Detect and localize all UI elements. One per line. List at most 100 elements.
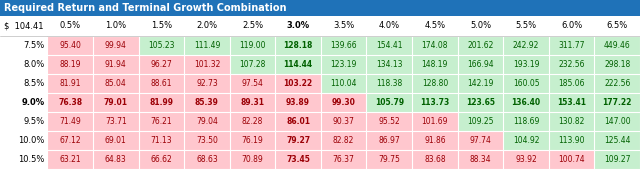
- Bar: [275, 36, 321, 55]
- Bar: [230, 93, 275, 112]
- Text: 69.01: 69.01: [105, 136, 127, 145]
- Bar: [503, 150, 549, 169]
- Bar: [412, 74, 458, 93]
- Text: 91.86: 91.86: [424, 136, 445, 145]
- Text: 123.65: 123.65: [466, 98, 495, 107]
- Text: 10.0%: 10.0%: [18, 136, 44, 145]
- Bar: [93, 93, 138, 112]
- Text: 101.69: 101.69: [422, 117, 448, 126]
- Bar: [275, 55, 321, 74]
- Text: 81.91: 81.91: [60, 79, 81, 88]
- Bar: [412, 36, 458, 55]
- Bar: [367, 55, 412, 74]
- Text: 154.41: 154.41: [376, 41, 403, 50]
- Text: $  104.41: $ 104.41: [4, 22, 44, 30]
- Bar: [93, 131, 138, 150]
- Bar: [595, 131, 640, 150]
- Bar: [275, 93, 321, 112]
- Bar: [458, 55, 503, 74]
- Bar: [138, 131, 184, 150]
- Text: 64.83: 64.83: [105, 155, 127, 164]
- Text: 71.49: 71.49: [60, 117, 81, 126]
- Bar: [138, 112, 184, 131]
- Text: 63.21: 63.21: [60, 155, 81, 164]
- Text: 101.32: 101.32: [194, 60, 220, 69]
- Bar: [458, 93, 503, 112]
- Text: 5.5%: 5.5%: [515, 22, 536, 30]
- Text: 113.90: 113.90: [558, 136, 585, 145]
- Text: 177.22: 177.22: [602, 98, 632, 107]
- Text: 93.89: 93.89: [286, 98, 310, 107]
- Text: 91.94: 91.94: [105, 60, 127, 69]
- Bar: [275, 131, 321, 150]
- Text: 82.28: 82.28: [242, 117, 263, 126]
- Text: 89.31: 89.31: [241, 98, 264, 107]
- Bar: [47, 74, 93, 93]
- Text: 118.38: 118.38: [376, 79, 403, 88]
- Text: 242.92: 242.92: [513, 41, 540, 50]
- Text: 6.0%: 6.0%: [561, 22, 582, 30]
- Text: 114.44: 114.44: [284, 60, 313, 69]
- Text: 79.04: 79.04: [196, 117, 218, 126]
- Text: 142.19: 142.19: [467, 79, 493, 88]
- Bar: [0, 112, 47, 131]
- Text: 119.00: 119.00: [239, 41, 266, 50]
- Text: 4.0%: 4.0%: [379, 22, 400, 30]
- Bar: [230, 74, 275, 93]
- Text: 103.22: 103.22: [284, 79, 313, 88]
- Text: 105.23: 105.23: [148, 41, 175, 50]
- Bar: [321, 93, 367, 112]
- Text: 97.54: 97.54: [241, 79, 264, 88]
- Text: 160.05: 160.05: [513, 79, 540, 88]
- Text: 136.40: 136.40: [511, 98, 541, 107]
- Text: 67.12: 67.12: [60, 136, 81, 145]
- Text: 128.80: 128.80: [422, 79, 448, 88]
- Bar: [47, 55, 93, 74]
- Bar: [138, 74, 184, 93]
- Text: 73.50: 73.50: [196, 136, 218, 145]
- Text: 8.5%: 8.5%: [23, 79, 44, 88]
- Bar: [184, 131, 230, 150]
- Bar: [230, 112, 275, 131]
- Text: 76.21: 76.21: [150, 117, 172, 126]
- Text: 86.97: 86.97: [378, 136, 400, 145]
- Bar: [458, 150, 503, 169]
- Bar: [595, 93, 640, 112]
- Text: 153.41: 153.41: [557, 98, 586, 107]
- Bar: [412, 112, 458, 131]
- Text: 81.99: 81.99: [149, 98, 173, 107]
- Bar: [184, 112, 230, 131]
- Text: 130.82: 130.82: [559, 117, 585, 126]
- Bar: [321, 36, 367, 55]
- Text: 76.38: 76.38: [58, 98, 82, 107]
- Text: 10.5%: 10.5%: [18, 155, 44, 164]
- Bar: [549, 36, 595, 55]
- Bar: [321, 150, 367, 169]
- Bar: [321, 131, 367, 150]
- Text: 311.77: 311.77: [558, 41, 585, 50]
- Text: 9.5%: 9.5%: [23, 117, 44, 126]
- Text: 3.5%: 3.5%: [333, 22, 355, 30]
- Bar: [595, 112, 640, 131]
- Bar: [412, 131, 458, 150]
- Text: 449.46: 449.46: [604, 41, 630, 50]
- Text: 99.94: 99.94: [105, 41, 127, 50]
- Bar: [549, 150, 595, 169]
- Text: 73.71: 73.71: [105, 117, 127, 126]
- Bar: [184, 74, 230, 93]
- Bar: [458, 112, 503, 131]
- Text: 79.75: 79.75: [378, 155, 400, 164]
- Text: 88.19: 88.19: [60, 60, 81, 69]
- Bar: [138, 150, 184, 169]
- Text: 2.0%: 2.0%: [196, 22, 218, 30]
- Text: 166.94: 166.94: [467, 60, 493, 69]
- Text: 83.68: 83.68: [424, 155, 445, 164]
- Bar: [230, 150, 275, 169]
- Text: 134.13: 134.13: [376, 60, 403, 69]
- Bar: [93, 150, 138, 169]
- Bar: [0, 16, 640, 36]
- Bar: [93, 74, 138, 93]
- Text: 298.18: 298.18: [604, 60, 630, 69]
- Bar: [367, 74, 412, 93]
- Bar: [0, 131, 47, 150]
